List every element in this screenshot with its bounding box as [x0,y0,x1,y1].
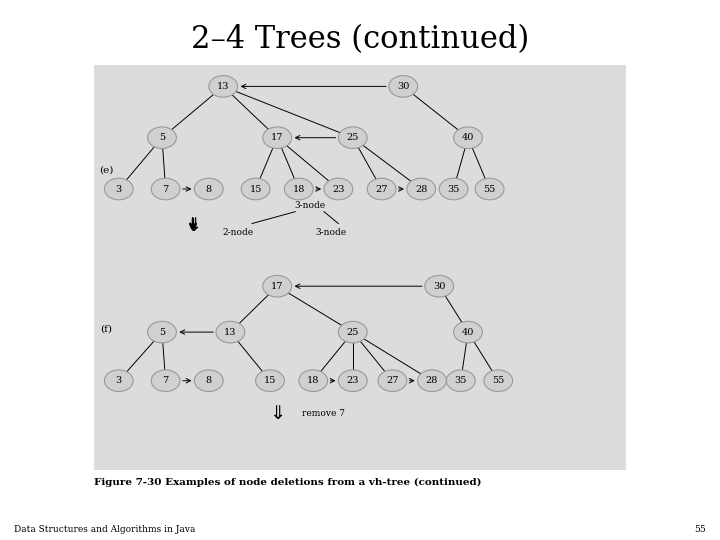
Circle shape [475,178,504,200]
Text: (e): (e) [99,166,114,174]
Circle shape [151,370,180,392]
Text: 23: 23 [332,185,345,193]
Circle shape [151,178,180,200]
Circle shape [148,127,176,148]
Text: 27: 27 [386,376,399,385]
Text: 7: 7 [163,185,168,193]
Circle shape [454,127,482,148]
Text: 30: 30 [433,282,446,291]
Circle shape [439,178,468,200]
Circle shape [338,370,367,392]
Circle shape [148,321,176,343]
Circle shape [263,127,292,148]
Text: 23: 23 [346,376,359,385]
Circle shape [484,370,513,392]
Circle shape [389,76,418,97]
Text: 40: 40 [462,133,474,142]
Circle shape [338,127,367,148]
Text: 35: 35 [447,185,460,193]
Text: 17: 17 [271,282,284,291]
Text: 28: 28 [426,376,438,385]
FancyBboxPatch shape [94,65,626,470]
Text: 55: 55 [492,376,505,385]
Circle shape [194,370,223,392]
Text: 3-node: 3-node [294,200,325,210]
Text: 3-node: 3-node [315,228,347,237]
Text: 35: 35 [454,376,467,385]
Circle shape [418,370,446,392]
Text: ⇓: ⇓ [269,403,285,423]
Circle shape [284,178,313,200]
Circle shape [104,178,133,200]
Circle shape [104,370,133,392]
Text: 25: 25 [346,328,359,336]
Text: 7: 7 [163,376,168,385]
Text: 28: 28 [415,185,428,193]
Circle shape [338,321,367,343]
Text: 18: 18 [307,376,320,385]
Circle shape [263,275,292,297]
Text: 27: 27 [375,185,388,193]
Text: 13: 13 [217,82,230,91]
Text: 2–4 Trees (continued): 2–4 Trees (continued) [191,24,529,55]
Circle shape [324,178,353,200]
Text: 15: 15 [249,185,262,193]
Circle shape [454,321,482,343]
Text: ⇓: ⇓ [185,216,201,235]
Text: 30: 30 [397,82,410,91]
Circle shape [425,275,454,297]
Circle shape [367,178,396,200]
Text: 5: 5 [159,328,165,336]
Text: 2-node: 2-node [222,228,253,237]
Circle shape [407,178,436,200]
Text: remove 7: remove 7 [302,409,346,417]
Text: 13: 13 [224,328,237,336]
Circle shape [194,178,223,200]
Text: 3: 3 [116,376,122,385]
Text: 18: 18 [292,185,305,193]
Circle shape [209,76,238,97]
Text: Data Structures and Algorithms in Java: Data Structures and Algorithms in Java [14,524,196,534]
Text: 55: 55 [694,524,706,534]
Text: 8: 8 [206,185,212,193]
Circle shape [299,370,328,392]
Text: 17: 17 [271,133,284,142]
Text: 55: 55 [483,185,496,193]
Text: (f): (f) [101,325,112,334]
Circle shape [241,178,270,200]
Text: 25: 25 [346,133,359,142]
Text: 8: 8 [206,376,212,385]
Text: 40: 40 [462,328,474,336]
Circle shape [446,370,475,392]
Circle shape [378,370,407,392]
Circle shape [256,370,284,392]
Text: Figure 7-30 Examples of node deletions from a vh-tree (continued): Figure 7-30 Examples of node deletions f… [94,478,481,487]
Text: 5: 5 [159,133,165,142]
Text: 15: 15 [264,376,276,385]
Text: 3: 3 [116,185,122,193]
Circle shape [216,321,245,343]
